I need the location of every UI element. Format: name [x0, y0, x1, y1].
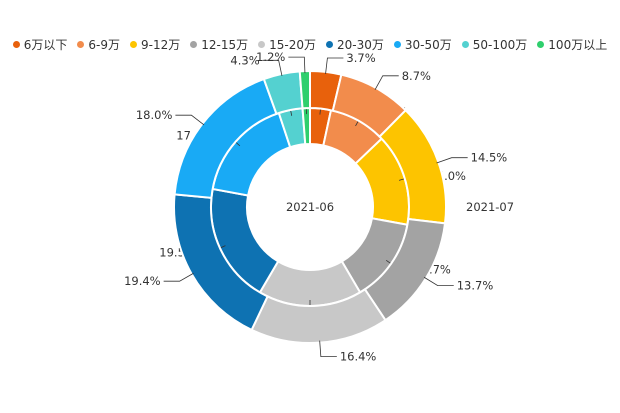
legend-item[interactable]: 100万以上 — [537, 36, 607, 53]
label-leader-line — [374, 75, 399, 91]
data-label: 13.7% — [457, 279, 494, 293]
legend-swatch — [12, 40, 20, 48]
donut-slice[interactable] — [298, 69, 311, 110]
legend-swatch — [461, 40, 469, 48]
legend-label: 30-50万 — [404, 37, 452, 52]
legend-label: 6万以下 — [23, 37, 68, 52]
legend-swatch — [77, 40, 85, 48]
legend-swatch — [258, 40, 266, 48]
legend-item[interactable]: 30-50万 — [393, 36, 452, 53]
series-name-outer: 2021-07 — [466, 200, 514, 214]
legend-item[interactable]: 9-12万 — [130, 36, 180, 53]
series-name-inner: 2021-06 — [286, 200, 334, 214]
legend-label: 50-100万 — [472, 37, 528, 52]
label-leader-line — [436, 157, 468, 164]
data-label: 4.3% — [230, 53, 259, 67]
label-leader-line — [262, 59, 283, 77]
legend-item[interactable]: 6万以下 — [12, 36, 68, 53]
data-label: 16.4% — [340, 350, 377, 364]
legend-swatch — [190, 40, 198, 48]
legend-label: 12-15万 — [201, 37, 249, 52]
label-leader-line — [319, 340, 337, 358]
data-label: 18.0% — [136, 108, 173, 122]
label-leader-line — [163, 272, 194, 282]
legend-item[interactable]: 6-9万 — [77, 36, 120, 53]
label-leader-line — [288, 56, 306, 74]
data-label: 19.4% — [124, 274, 161, 288]
legend-label: 9-12万 — [141, 37, 181, 52]
data-label: 1.2% — [256, 50, 285, 64]
data-label: 14.5% — [471, 151, 508, 165]
legend-item[interactable]: 12-15万 — [190, 36, 248, 53]
legend-item[interactable]: 15-20万 — [258, 36, 316, 53]
label-leader-line — [175, 114, 205, 126]
legend-label: 100万以上 — [548, 37, 608, 52]
legend-label: 6-9万 — [88, 37, 121, 52]
data-label: 3.7% — [346, 51, 375, 65]
label-leader-line — [423, 276, 454, 287]
data-label: 8.7% — [402, 69, 431, 83]
legend-label: 20-30万 — [337, 37, 384, 52]
legend: 6万以下 6-9万 9-12万 12-15万 15-20万 20-30万 30-50万 50-… — [0, 35, 620, 53]
legend-label: 15-20万 — [269, 37, 317, 52]
legend-swatch — [393, 40, 401, 48]
legend-item[interactable]: 50-100万 — [461, 36, 528, 53]
legend-swatch — [130, 40, 138, 48]
label-leader-line — [325, 57, 344, 74]
legend-swatch — [326, 40, 334, 48]
legend-swatch — [537, 40, 545, 48]
legend-item[interactable]: 20-30万 — [326, 36, 384, 53]
